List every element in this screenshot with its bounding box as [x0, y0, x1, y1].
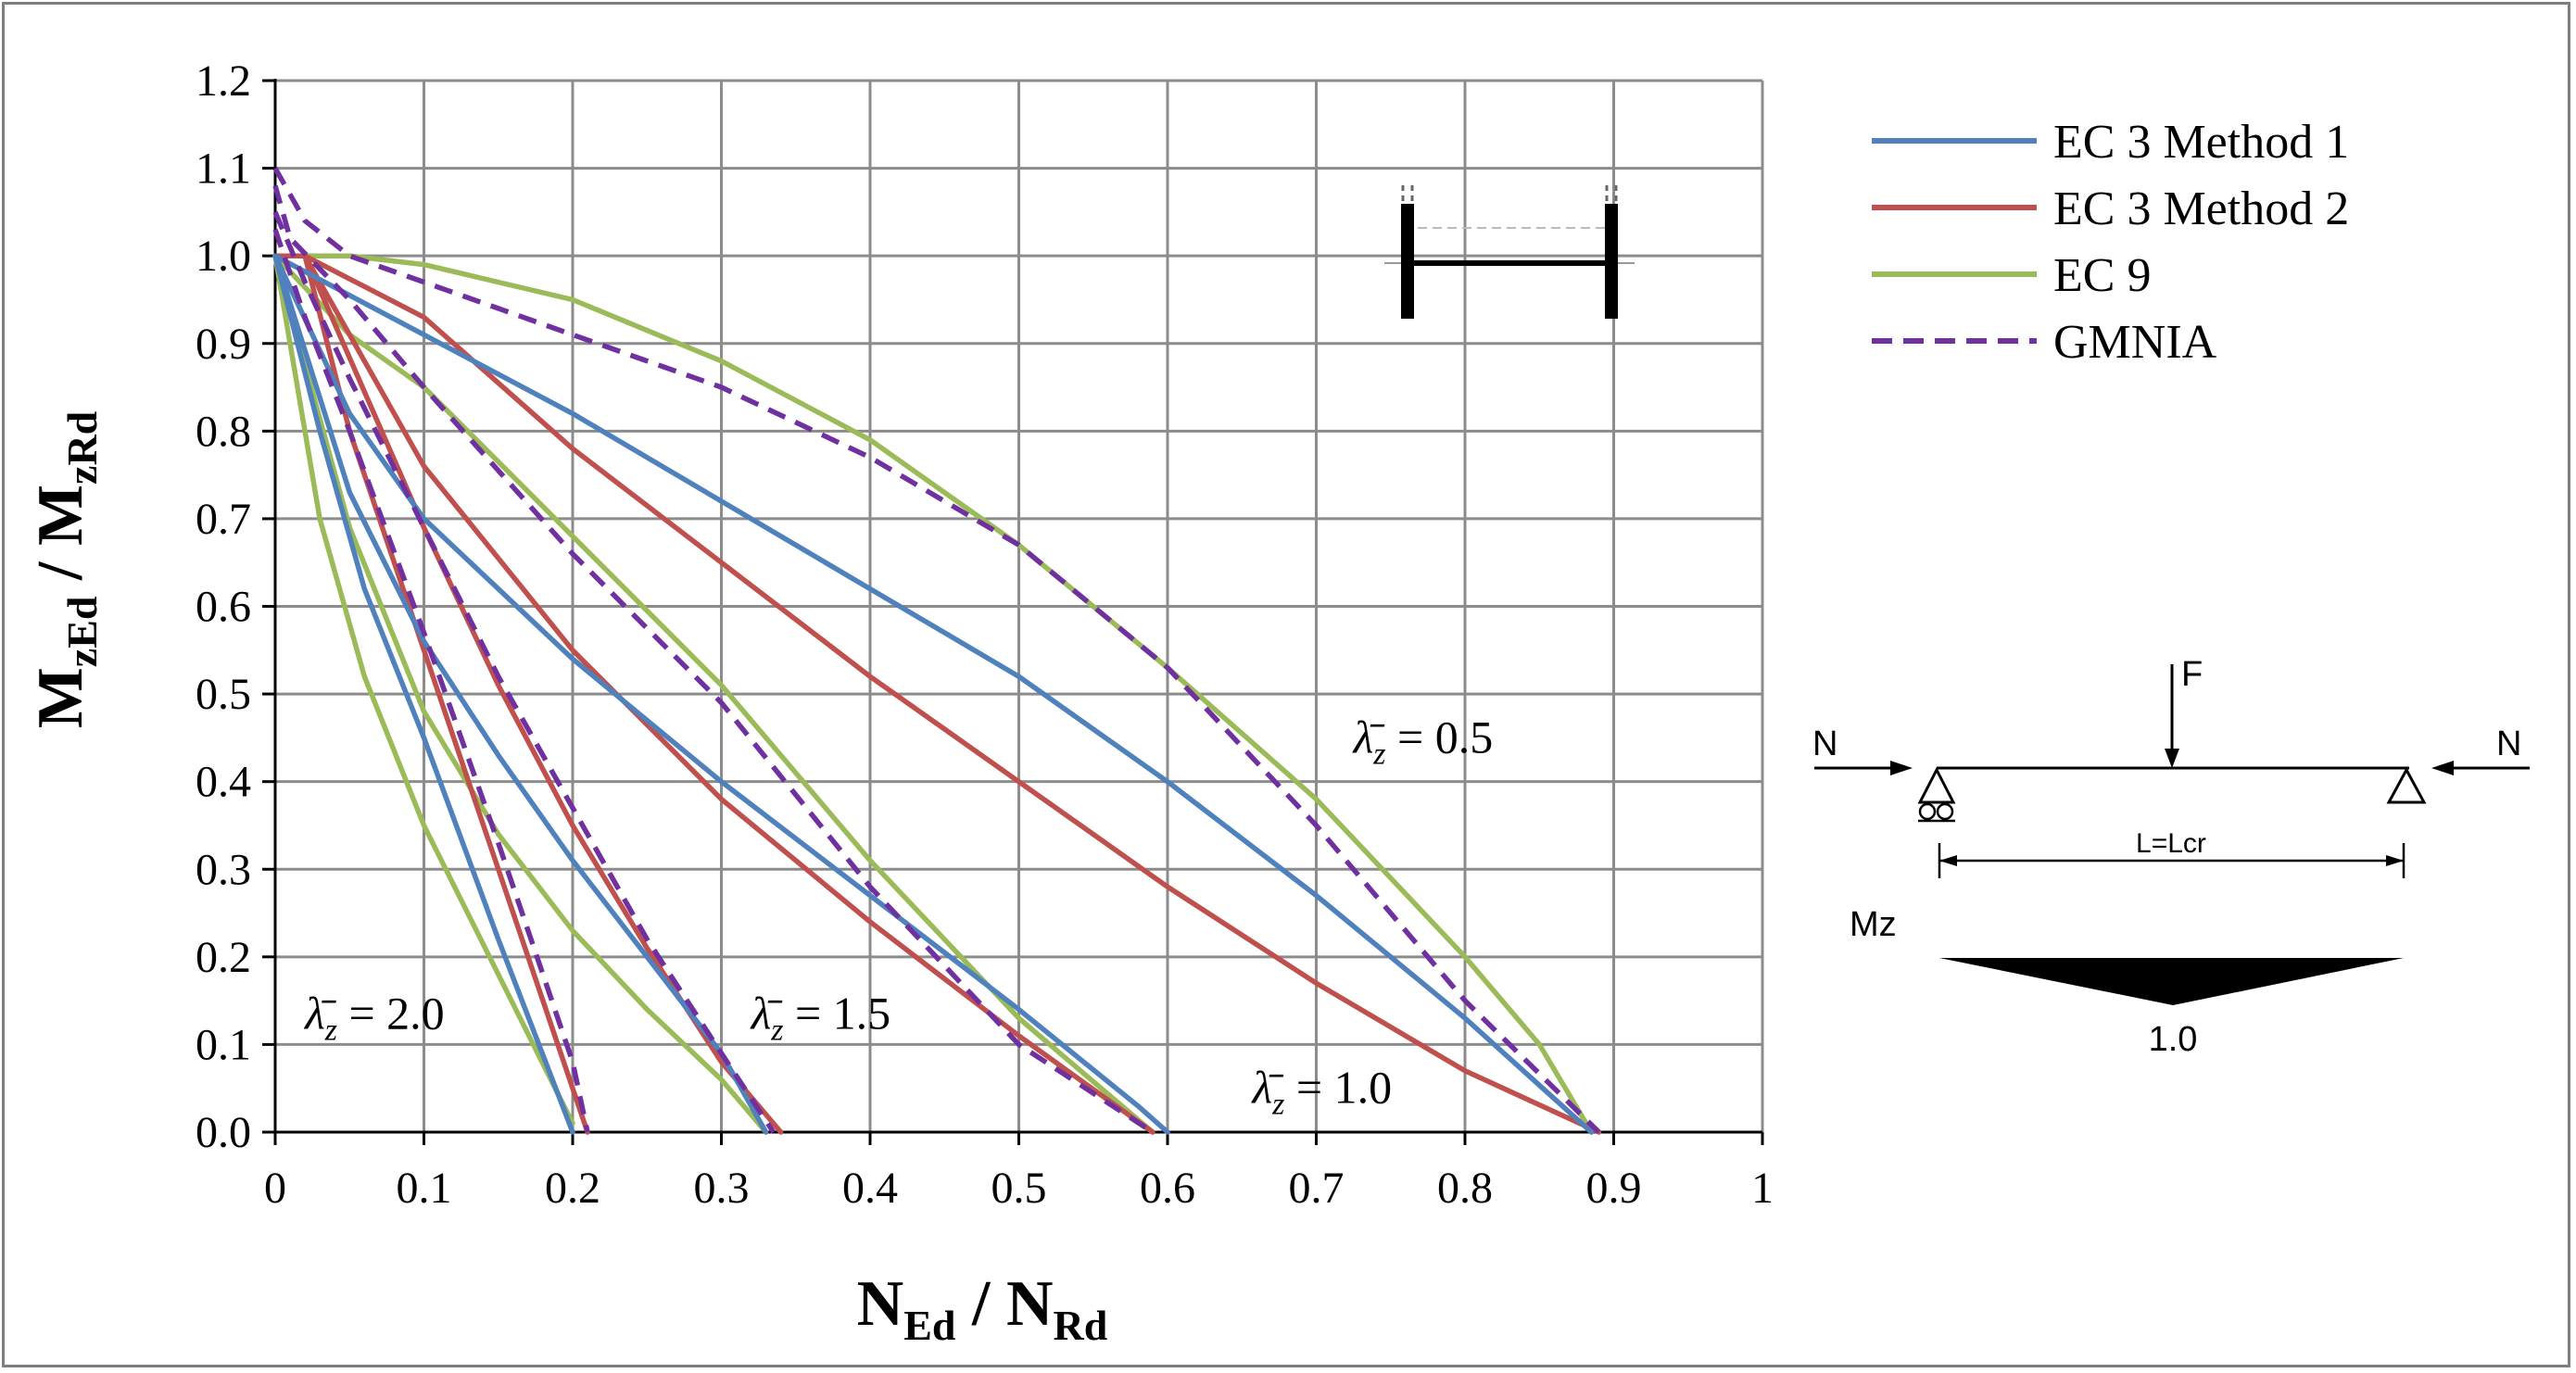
series-line-ec9-2.0 [272, 253, 575, 1127]
series-line-gmnia-1.5 [272, 210, 776, 1134]
slenderness-label: λ̄z = 0.5 [1352, 711, 1494, 771]
series-line-ec9-1.5 [272, 253, 769, 1135]
slenderness-label: λ̄z = 2.0 [303, 987, 445, 1047]
x-tick-label: 1 [1751, 1164, 1774, 1213]
slenderness-label: λ̄z = 1.5 [750, 987, 891, 1047]
y-tick-label: 0.6 [196, 583, 251, 632]
legend: EC 3 Method 1 EC 3 Method 2 EC 9 GMNIA [1872, 116, 2349, 369]
force-arrowhead [2165, 749, 2179, 768]
x-tick-label: 0.4 [842, 1164, 898, 1213]
x-tick-label: 0.6 [1140, 1164, 1195, 1213]
y-tick-label: 1.2 [196, 57, 251, 106]
y-tick-label: 0.8 [196, 407, 251, 456]
y-tick-label: 0.9 [196, 320, 251, 369]
axes [262, 79, 1764, 1145]
legend-label-ec3m1: EC 3 Method 1 [2053, 116, 2349, 169]
y-tick-label: 1.0 [196, 232, 251, 281]
x-tick-label: 0.1 [397, 1164, 452, 1213]
axial-label-right: N [2496, 724, 2521, 763]
x-tick-label: 0.7 [1289, 1164, 1345, 1213]
slenderness-annotations: λ̄z = 0.5 λ̄z = 1.0 λ̄z = 1.5 λ̄z = 2.0 [303, 711, 1493, 1121]
x-tick-label: 0 [264, 1164, 286, 1213]
axial-label-left: N [1812, 724, 1837, 763]
slenderness-label: λ̄z = 1.0 [1250, 1062, 1392, 1122]
series-line-ec3m2-1.5 [272, 253, 784, 1135]
series-line-ec9-0.5 [272, 253, 1595, 1135]
moment-label: Mz [1850, 905, 1897, 944]
pinned-support-left [1917, 766, 1956, 804]
moment-diagram [1939, 958, 2404, 1005]
y-tick-label: 0.1 [196, 1020, 251, 1069]
legend-label-ec9: EC 9 [2053, 249, 2151, 302]
axial-arrowhead-right [2431, 761, 2454, 775]
x-axis-label: NEd / NRd [857, 1268, 1108, 1349]
cross-section-icon [1384, 185, 1635, 319]
series-line-ec3m2-0.5 [272, 253, 1602, 1135]
series-line-ec3m1-0.5 [272, 253, 1595, 1135]
pinned-support-right [2386, 766, 2427, 804]
legend-label-gmnia: GMNIA [2053, 316, 2217, 369]
x-tick-label: 0.5 [991, 1164, 1047, 1213]
tick-labels: 0 0.1 0.2 0.3 0.4 0.5 0.6 0.7 0.8 0.9 1 0.0 0.1 0.2 0.… [196, 57, 1774, 1213]
x-tick-label: 0.2 [545, 1164, 600, 1213]
y-axis-label: MzEd / MzRd [25, 410, 106, 728]
series-line-gmnia-1.0 [272, 184, 1155, 1135]
series-line-gmnia-2.0 [272, 228, 590, 1133]
force-label: F [2181, 655, 2203, 694]
y-tick-label: 0.5 [196, 670, 251, 719]
y-tick-label: 0.7 [196, 495, 251, 544]
y-tick-label: 0.3 [196, 845, 251, 894]
series-line-ec3m1-1.0 [272, 253, 1170, 1135]
series-line-ec3m1-2.0 [272, 253, 575, 1135]
y-tick-label: 0.2 [196, 933, 251, 982]
length-label: L=Lcr [2136, 828, 2206, 859]
y-tick-label: 0.0 [196, 1108, 251, 1157]
axial-arrowhead-left [1890, 761, 1913, 775]
y-tick-label: 0.4 [196, 758, 251, 807]
x-tick-label: 0.9 [1586, 1164, 1642, 1213]
x-tick-label: 0.3 [694, 1164, 750, 1213]
series-line-gmnia-0.5 [272, 167, 1601, 1134]
moment-value: 1.0 [2149, 1020, 2198, 1059]
beam-load-diagram: F N N L=Lcr Mz 1.0 [1812, 655, 2530, 1059]
x-tick-label: 0.8 [1437, 1164, 1493, 1213]
legend-label-ec3m2: EC 3 Method 2 [2053, 183, 2349, 235]
series-lines [272, 167, 1602, 1135]
y-tick-label: 1.1 [196, 145, 251, 194]
